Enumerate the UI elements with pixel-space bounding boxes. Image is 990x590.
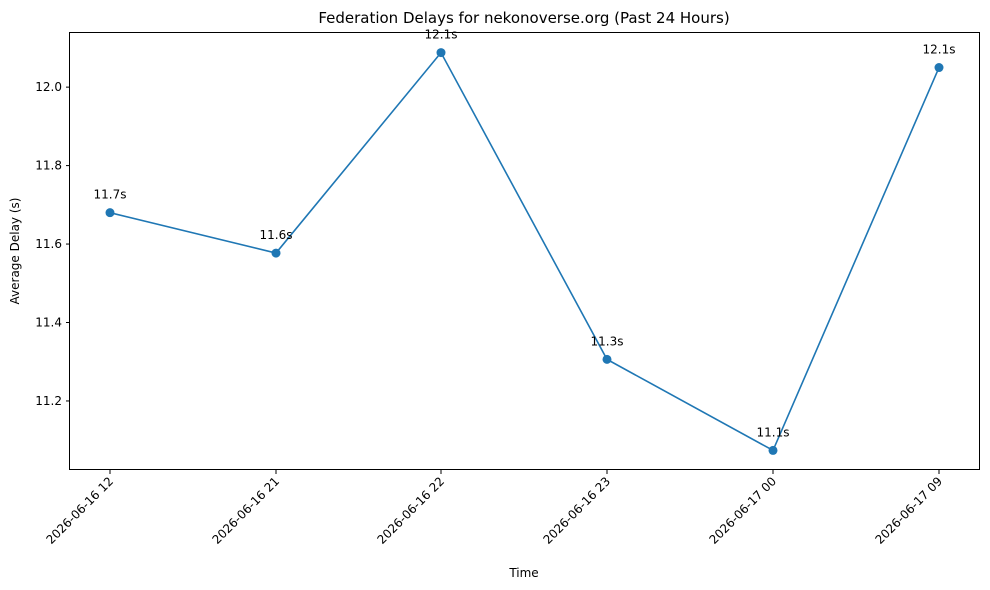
chart-title: Federation Delays for nekonoverse.org (P…: [318, 9, 729, 27]
data-label: 12.1s: [923, 43, 956, 57]
data-label: 11.7s: [94, 188, 127, 202]
y-tick-label: 12.0: [35, 80, 62, 94]
series-layer: 11.7s 11.6s 12.1s 11.3s 11.1s 12.1s: [94, 28, 956, 455]
plot-frame: [69, 32, 980, 470]
data-point: [934, 63, 944, 73]
data-label: 12.1s: [425, 28, 458, 42]
x-axis: 2026-06-16 12 2026-06-16 21 2026-06-16 22 2…: [43, 470, 945, 547]
data-label: 11.3s: [591, 334, 624, 348]
x-tick-label: 2026-06-17 00: [706, 474, 779, 547]
data-point: [602, 354, 612, 364]
x-axis-label: Time: [508, 566, 538, 580]
data-point: [271, 248, 281, 258]
y-axis: 11.2 11.4 11.6 11.8 12.0: [35, 80, 70, 408]
x-tick-label: 2026-06-17 09: [872, 474, 945, 547]
data-point: [105, 208, 115, 218]
x-tick-label: 2026-06-16 21: [209, 474, 282, 547]
data-label: 11.6s: [260, 228, 293, 242]
y-tick-label: 11.2: [35, 394, 62, 408]
y-tick-label: 11.4: [35, 316, 62, 330]
data-label: 11.1s: [757, 425, 790, 439]
data-point: [768, 445, 778, 455]
series-line: [109, 51, 940, 452]
x-tick-label: 2026-06-16 12: [43, 474, 116, 547]
x-tick-label: 2026-06-16 23: [540, 474, 613, 547]
y-tick-label: 11.6: [35, 237, 62, 251]
y-tick-label: 11.8: [35, 159, 62, 173]
data-point: [436, 48, 446, 58]
x-tick-label: 2026-06-16 22: [374, 474, 447, 547]
y-axis-label: Average Delay (s): [8, 198, 22, 305]
